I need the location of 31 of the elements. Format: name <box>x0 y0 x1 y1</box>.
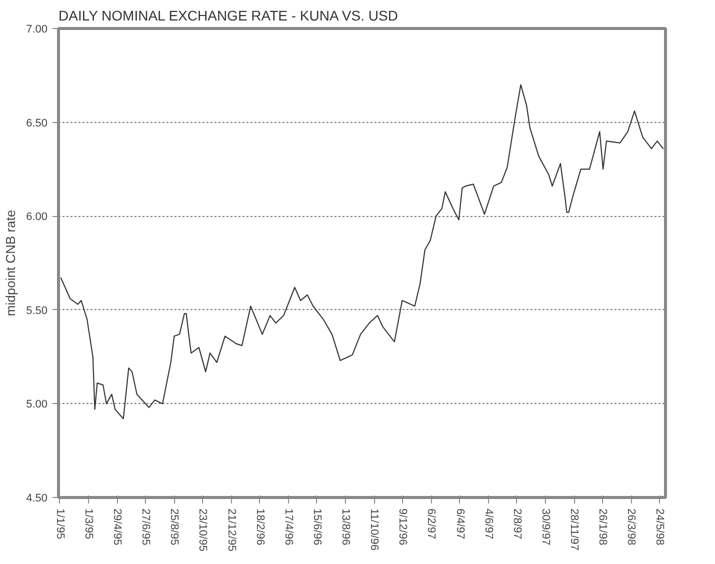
x-tick-label: 6/4/97 <box>454 508 466 540</box>
x-tick-label: 26/1/98 <box>596 508 609 546</box>
x-tick-label: 4/6/97 <box>482 508 494 540</box>
x-tick-label: 24/5/98 <box>654 508 666 546</box>
x-tick-label: 27/6/95 <box>140 508 152 546</box>
x-tick-label: 1/3/95 <box>82 508 95 540</box>
y-axis-title: midpoint CNB rate <box>3 210 18 316</box>
x-tick-label: 9/12/96 <box>396 508 409 546</box>
y-tick-label: 7.00 <box>26 24 48 36</box>
x-tick-label: 25/8/95 <box>168 508 180 546</box>
y-tick-label: 6.50 <box>26 117 48 130</box>
x-tick-label: 21/12/95 <box>225 508 238 552</box>
x-tick-label: 23/10/95 <box>196 508 209 552</box>
x-tick-label: 28/11/97 <box>568 508 580 551</box>
x-tick-label: 13/8/96 <box>340 508 352 546</box>
y-tick-label: 5.50 <box>26 304 48 317</box>
x-tick-label: 2/8/97 <box>510 508 523 540</box>
x-tick-label: 18/2/96 <box>254 508 266 546</box>
x-tick-label: 30/9/97 <box>539 508 552 546</box>
x-tick-label: 11/10/96 <box>368 508 380 551</box>
x-tick-label: 26/3/98 <box>625 508 638 546</box>
line-series <box>60 84 664 420</box>
x-tick-label: 29/4/95 <box>111 508 124 546</box>
chart-title: DAILY NOMINAL EXCHANGE RATE - KUNA VS. USD <box>58 8 398 24</box>
x-tick-label: 17/4/96 <box>282 508 294 546</box>
y-tick-label: 4.50 <box>26 492 48 504</box>
x-tick-label: 15/6/96 <box>310 508 323 546</box>
x-tick-label: 1/1/95 <box>54 508 66 540</box>
x-tick-label: 6/2/97 <box>425 508 438 540</box>
y-tick-label: 5.00 <box>26 398 48 411</box>
y-tick-label: 6.00 <box>26 211 48 224</box>
